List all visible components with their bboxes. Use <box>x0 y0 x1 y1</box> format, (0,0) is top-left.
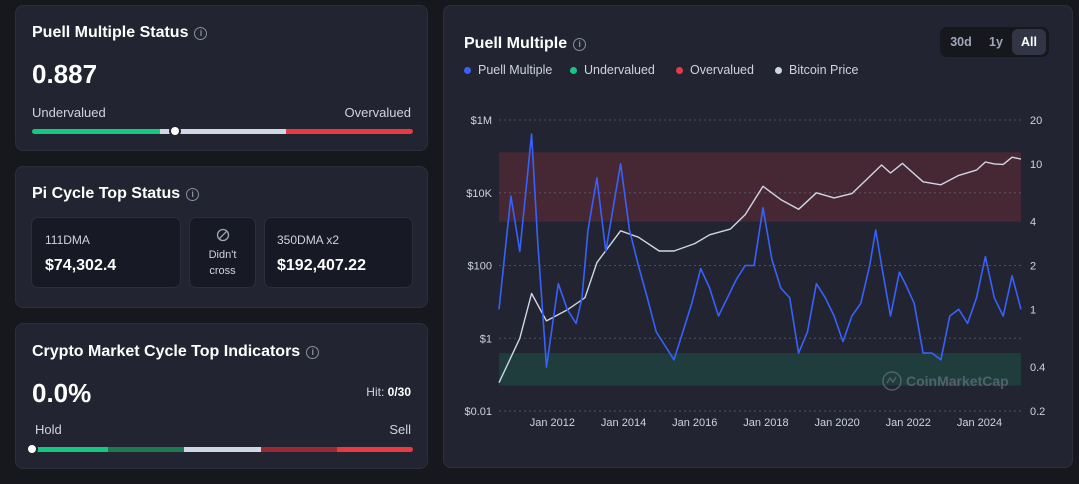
pi-cycle-title: Pi Cycle Top Status <box>32 185 181 202</box>
pi-cycle-card: Pi Cycle Top Status i 111DMA $74,302.4 D… <box>15 166 428 308</box>
sell-label: Sell <box>389 422 411 437</box>
legend-dot <box>464 66 471 74</box>
crypto-cycle-title-row: Crypto Market Cycle Top Indicators i <box>32 343 320 361</box>
bar-segment-red <box>286 129 413 134</box>
cross-status-line1: Didn't <box>208 249 237 261</box>
legend-dot <box>676 66 683 74</box>
undervalued-zone <box>499 353 1021 386</box>
legend-label: Undervalued <box>584 63 655 77</box>
puell-multiple-line <box>498 133 1022 369</box>
not-crossed-icon <box>216 228 230 242</box>
bar-segment-green <box>32 129 160 134</box>
range-30d-button[interactable]: 30d <box>950 35 972 49</box>
right-axis-tick: 0.2 <box>1030 406 1045 418</box>
right-axis-tick: 20 <box>1030 115 1042 127</box>
legend-dot <box>570 66 577 74</box>
info-icon[interactable]: i <box>573 37 587 51</box>
x-axis-tick: Jan 2014 <box>601 417 646 429</box>
legend-bitcoin-price[interactable]: Bitcoin Price <box>775 63 858 77</box>
info-icon[interactable]: i <box>194 26 208 40</box>
left-axis-tick: $1M <box>471 115 492 127</box>
bar-segment-dark-red <box>261 447 337 452</box>
bar-segment-red <box>337 447 413 452</box>
right-axis-tick: 2 <box>1030 261 1036 273</box>
watermark-text: CoinMarketCap <box>906 373 1009 389</box>
puell-status-indicator <box>169 125 182 137</box>
right-axis-tick: 10 <box>1030 159 1042 171</box>
hit-label: Hit: <box>366 385 385 399</box>
x-axis-tick: Jan 2024 <box>957 417 1002 429</box>
puell-status-bar <box>32 125 413 137</box>
legend-puell-multiple[interactable]: Puell Multiple <box>464 63 552 77</box>
bar-segment-green <box>32 447 108 452</box>
puell-chart-card: Puell Multiple i 30d 1y All Puell Multip… <box>443 5 1073 468</box>
legend-label: Bitcoin Price <box>789 63 859 77</box>
puell-multiple-chart[interactable]: $0.01 $1 $100 $10K $1M 0.2 0.4 1 2 4 10 20 Jan 2012 J… <box>444 6 1074 469</box>
crypto-cycle-bar <box>26 443 413 455</box>
undervalued-label: Undervalued <box>32 105 106 120</box>
left-axis-tick: $1 <box>480 333 492 345</box>
bar-segment-gray <box>184 447 261 452</box>
dma350-label: 350DMA x2 <box>277 233 340 247</box>
cross-status-box: Didn't cross <box>189 217 256 288</box>
left-axis-tick: $0.01 <box>464 406 492 418</box>
crypto-cycle-title: Crypto Market Cycle Top Indicators <box>32 343 301 360</box>
legend-dot <box>775 66 782 74</box>
left-axis-tick: $100 <box>468 261 492 273</box>
x-axis-tick: Jan 2020 <box>814 417 859 429</box>
chart-title: Puell Multiple <box>464 35 568 52</box>
hit-value: 0/30 <box>387 385 411 399</box>
bar-segment-dark-green <box>108 447 184 452</box>
x-axis-tick: Jan 2018 <box>743 417 788 429</box>
pi-cycle-title-row: Pi Cycle Top Status i <box>32 185 200 203</box>
right-axis-tick: 1 <box>1030 304 1036 316</box>
range-all-button[interactable]: All <box>1012 29 1046 55</box>
dma111-label: 111DMA <box>45 233 90 247</box>
legend-overvalued[interactable]: Overvalued <box>676 63 754 77</box>
hit-count: Hit: 0/30 <box>366 385 411 399</box>
puell-status-value: 0.887 <box>32 59 98 89</box>
crypto-cycle-value: 0.0% <box>32 378 92 408</box>
overvalued-zone <box>499 152 1021 222</box>
bar-segment-gray <box>160 129 286 134</box>
dma111-value: $74,302.4 <box>45 257 117 274</box>
puell-status-title: Puell Multiple Status <box>32 24 189 41</box>
puell-status-card: Puell Multiple Status i 0.887 Undervalue… <box>15 5 428 151</box>
x-axis-tick: Jan 2016 <box>672 417 717 429</box>
dma350-box: 350DMA x2 $192,407.22 <box>264 217 413 288</box>
dma350-value: $192,407.22 <box>277 257 366 274</box>
x-axis-tick: Jan 2022 <box>886 417 931 429</box>
chart-title-row: Puell Multiple i <box>464 35 587 53</box>
legend-label: Overvalued <box>690 63 754 77</box>
right-axis-tick: 4 <box>1030 217 1036 229</box>
crypto-cycle-card: Crypto Market Cycle Top Indicators i 0.0… <box>15 323 428 469</box>
hold-label: Hold <box>35 422 62 437</box>
left-axis-tick: $10K <box>466 188 492 200</box>
info-icon[interactable]: i <box>306 345 320 359</box>
overvalued-label: Overvalued <box>344 105 411 120</box>
x-axis-tick: Jan 2012 <box>530 417 575 429</box>
coinmarketcap-watermark: CoinMarketCap <box>882 371 1009 391</box>
cross-status-line2: cross <box>209 265 236 277</box>
dma111-box: 111DMA $74,302.4 <box>31 217 181 288</box>
info-icon[interactable]: i <box>186 187 200 201</box>
legend-label: Puell Multiple <box>478 63 553 77</box>
right-axis-tick: 0.4 <box>1030 362 1045 374</box>
legend-undervalued[interactable]: Undervalued <box>570 63 655 77</box>
crypto-cycle-indicator <box>26 443 38 455</box>
time-range-selector: 30d 1y All <box>940 27 1049 57</box>
bitcoin-price-line <box>498 156 1022 383</box>
puell-status-title-row: Puell Multiple Status i <box>32 24 208 42</box>
range-1y-button[interactable]: 1y <box>989 35 1003 49</box>
